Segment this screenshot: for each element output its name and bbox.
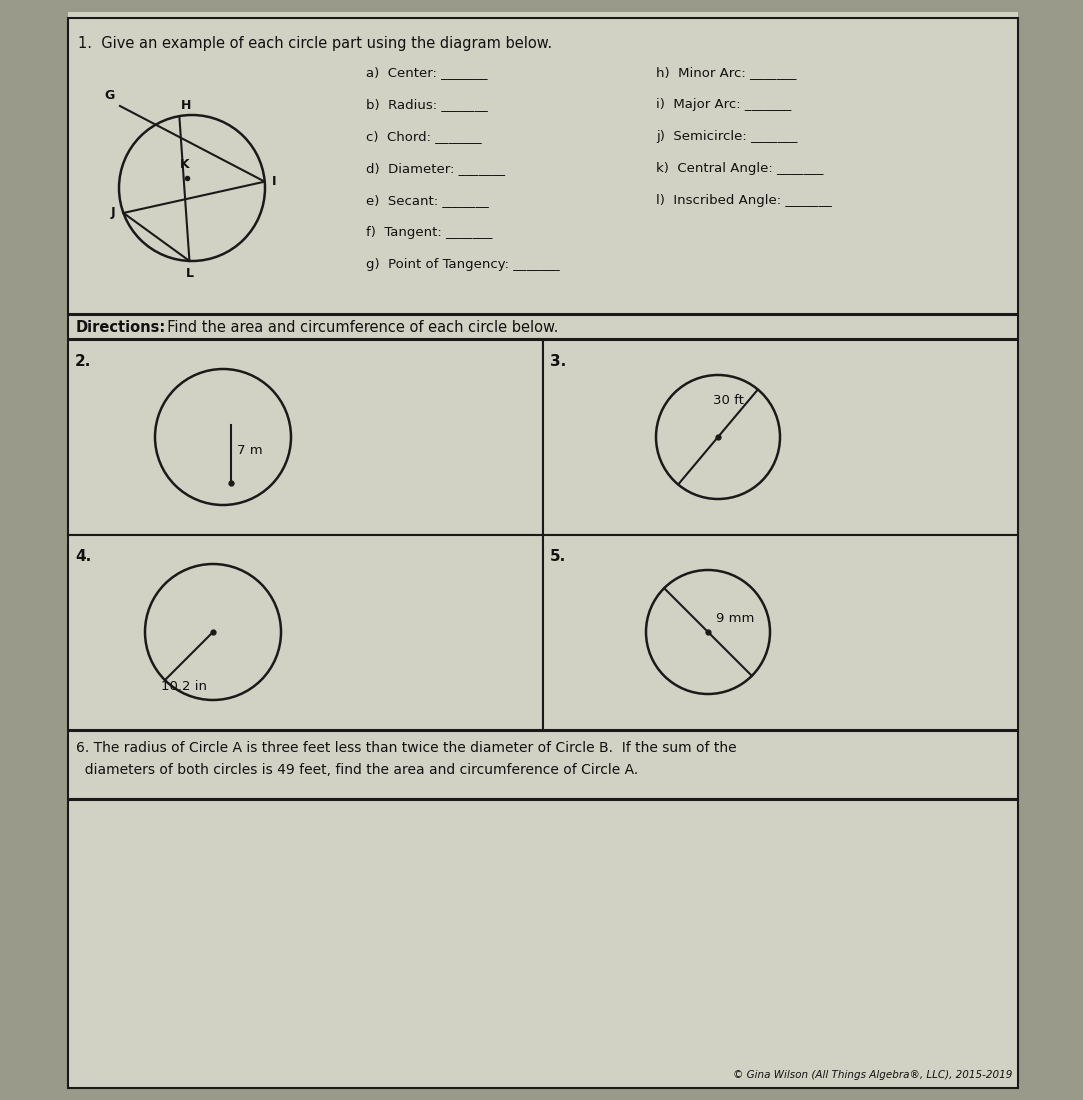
Text: L: L <box>185 267 194 280</box>
Bar <box>68 800 1018 1088</box>
Bar <box>68 340 543 535</box>
Text: c)  Chord: _______: c) Chord: _______ <box>366 130 482 143</box>
Text: i)  Major Arc: _______: i) Major Arc: _______ <box>656 98 792 111</box>
Text: Find the area and circumference of each circle below.: Find the area and circumference of each … <box>158 320 559 336</box>
Text: f)  Tangent: _______: f) Tangent: _______ <box>366 226 493 239</box>
Text: b)  Radius: _______: b) Radius: _______ <box>366 98 487 111</box>
Text: Directions:: Directions: <box>76 320 167 336</box>
Text: g)  Point of Tangency: _______: g) Point of Tangency: _______ <box>366 258 560 271</box>
Text: d)  Diameter: _______: d) Diameter: _______ <box>366 162 505 175</box>
Text: © Gina Wilson (All Things Algebra®, LLC), 2015-2019: © Gina Wilson (All Things Algebra®, LLC)… <box>732 1070 1012 1080</box>
Text: G: G <box>105 89 115 102</box>
Bar <box>543 340 1018 535</box>
Text: 2.: 2. <box>75 354 91 368</box>
Text: 5.: 5. <box>550 549 566 564</box>
Bar <box>68 12 1018 1088</box>
Text: h)  Minor Arc: _______: h) Minor Arc: _______ <box>656 66 796 79</box>
Bar <box>68 315 1018 339</box>
Bar <box>68 732 1018 799</box>
Text: l)  Inscribed Angle: _______: l) Inscribed Angle: _______ <box>656 194 832 207</box>
Text: e)  Secant: _______: e) Secant: _______ <box>366 194 488 207</box>
Text: 4.: 4. <box>75 549 91 564</box>
Text: 7 m: 7 m <box>237 443 262 456</box>
Bar <box>68 18 1018 314</box>
Text: K: K <box>180 158 190 170</box>
Text: 30 ft: 30 ft <box>713 394 744 407</box>
Text: 9 mm: 9 mm <box>716 612 755 625</box>
Text: 1.  Give an example of each circle part using the diagram below.: 1. Give an example of each circle part u… <box>78 36 552 51</box>
Text: I: I <box>272 175 276 188</box>
Text: k)  Central Angle: _______: k) Central Angle: _______ <box>656 162 823 175</box>
Text: J: J <box>110 207 116 220</box>
Bar <box>68 535 543 730</box>
Text: 10.2 in: 10.2 in <box>161 680 207 693</box>
Bar <box>543 535 1018 730</box>
Text: H: H <box>181 99 192 112</box>
Text: 3.: 3. <box>550 354 566 368</box>
Text: 6. The radius of Circle A is three feet less than twice the diameter of Circle B: 6. The radius of Circle A is three feet … <box>76 741 736 755</box>
Text: diameters of both circles is 49 feet, find the area and circumference of Circle : diameters of both circles is 49 feet, fi… <box>76 763 638 777</box>
Text: j)  Semicircle: _______: j) Semicircle: _______ <box>656 130 797 143</box>
Text: a)  Center: _______: a) Center: _______ <box>366 66 487 79</box>
